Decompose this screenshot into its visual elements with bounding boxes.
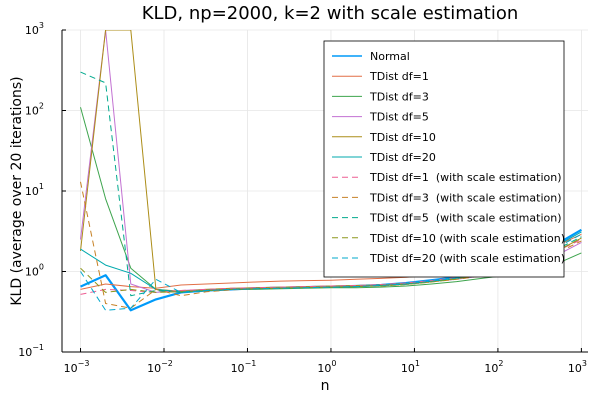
legend-label-9: TDist df=10 (with scale estimation) [369, 232, 565, 245]
legend-label-3: TDist df=5 [369, 111, 429, 124]
x-axis-ticks: 10−3 10−2 10−1 100 101 102 103 [64, 348, 587, 375]
x-axis-label: n [321, 378, 330, 394]
series-line-9 [80, 237, 582, 293]
chart-title: KLD, np=2000, k=2 with scale estimation [142, 3, 519, 24]
legend-label-7: TDist df=3 (with scale estimation) [369, 191, 562, 204]
legend-label-6: TDist df=1 (with scale estimation) [369, 171, 562, 184]
legend-box [323, 40, 565, 278]
y-axis-label: KLD (average over 20 iterations) [9, 76, 25, 305]
legend-label-10: TDist df=20 (with scale estimation) [369, 252, 565, 265]
legend: Normal TDist df=1 TDist df=3 TDist df=5 TDis… [323, 40, 565, 278]
legend-label-5: TDist df=20 [369, 151, 436, 164]
legend-label-4: TDist df=10 [369, 131, 436, 144]
legend-label-2: TDist df=3 [369, 90, 429, 103]
legend-label-1: TDist df=1 [369, 70, 429, 83]
legend-label-8: TDist df=5 (with scale estimation) [369, 212, 562, 225]
legend-label-0: Normal [370, 50, 410, 63]
